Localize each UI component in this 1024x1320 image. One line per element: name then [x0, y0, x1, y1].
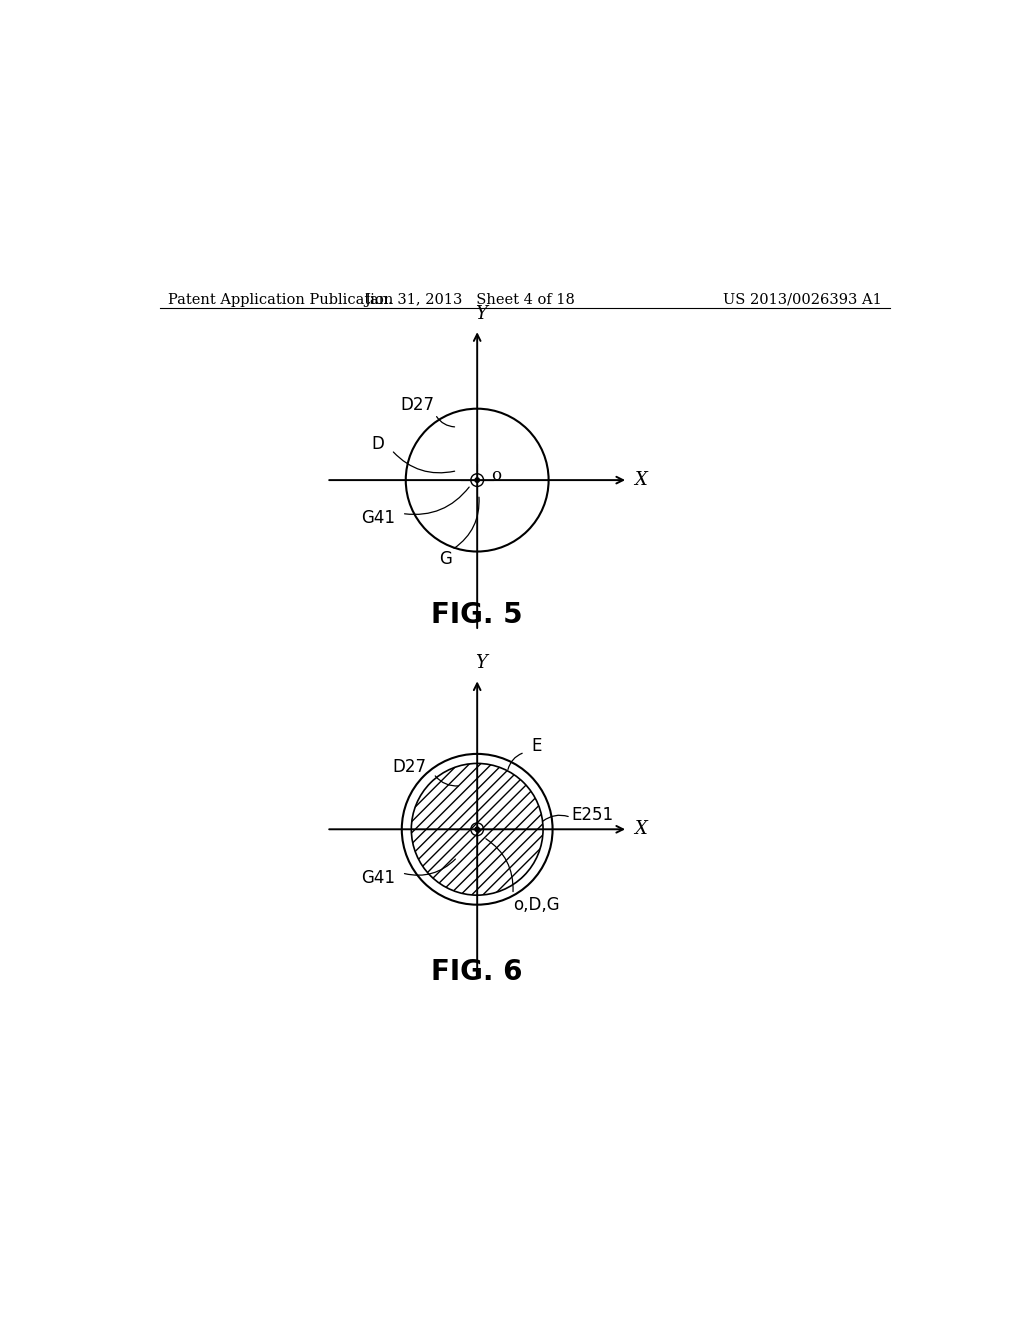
- Text: D: D: [372, 436, 384, 453]
- Circle shape: [412, 763, 543, 895]
- Text: FIG. 5: FIG. 5: [431, 601, 523, 630]
- Text: X: X: [634, 820, 647, 838]
- Text: US 2013/0026393 A1: US 2013/0026393 A1: [723, 293, 882, 308]
- Text: D27: D27: [393, 759, 427, 776]
- Text: G: G: [439, 550, 452, 569]
- Text: Y: Y: [475, 655, 487, 672]
- Text: G41: G41: [361, 870, 395, 887]
- Text: E: E: [531, 737, 542, 755]
- Text: Y: Y: [475, 305, 487, 323]
- Text: E251: E251: [571, 807, 613, 824]
- Text: o,D,G: o,D,G: [513, 896, 560, 913]
- Text: o: o: [492, 467, 502, 484]
- Text: D27: D27: [400, 396, 434, 413]
- Circle shape: [475, 828, 479, 832]
- Text: Patent Application Publication: Patent Application Publication: [168, 293, 393, 308]
- Text: G41: G41: [361, 510, 395, 527]
- Circle shape: [475, 478, 479, 482]
- Text: Jan. 31, 2013   Sheet 4 of 18: Jan. 31, 2013 Sheet 4 of 18: [364, 293, 574, 308]
- Text: X: X: [634, 471, 647, 490]
- Text: FIG. 6: FIG. 6: [431, 958, 523, 986]
